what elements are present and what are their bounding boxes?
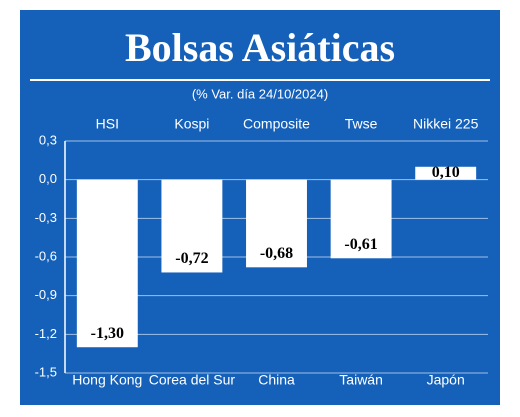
chart-subtitle: (% Var. día 24/10/2024) (192, 86, 328, 101)
y-tick-label: 0,3 (39, 132, 57, 147)
x-tick-label: Hong Kong (72, 372, 142, 388)
y-tick-label: 0,0 (39, 171, 57, 186)
value-label: -0,68 (260, 245, 293, 262)
x-tick-label: Taiwán (339, 372, 383, 388)
x-tick-label: Japón (427, 372, 465, 388)
value-label: -1,30 (91, 325, 124, 342)
index-label: Twse (345, 116, 378, 132)
bar (415, 166, 477, 180)
bar (330, 179, 392, 259)
index-label: Composite (243, 116, 310, 132)
y-tick-label: -1,2 (35, 326, 57, 341)
x-tick-label: China (258, 372, 295, 388)
chart-title: Bolsas Asiáticas (125, 25, 395, 70)
bar (76, 179, 138, 348)
bar (246, 179, 307, 268)
value-label: -0,61 (344, 236, 377, 253)
x-tick-label: Corea del Sur (149, 372, 236, 388)
y-tick-label: -0,6 (35, 248, 57, 263)
index-label: HSI (96, 116, 119, 132)
y-tick-label: -1,5 (35, 364, 57, 379)
y-tick-label: -0,3 (35, 210, 57, 225)
index-label: Nikkei 225 (413, 116, 479, 132)
y-tick-label: -0,9 (35, 287, 57, 302)
value-label: 0,10 (432, 164, 460, 181)
value-label: -0,72 (175, 250, 208, 267)
index-label: Kospi (174, 116, 209, 132)
bar (161, 179, 223, 273)
